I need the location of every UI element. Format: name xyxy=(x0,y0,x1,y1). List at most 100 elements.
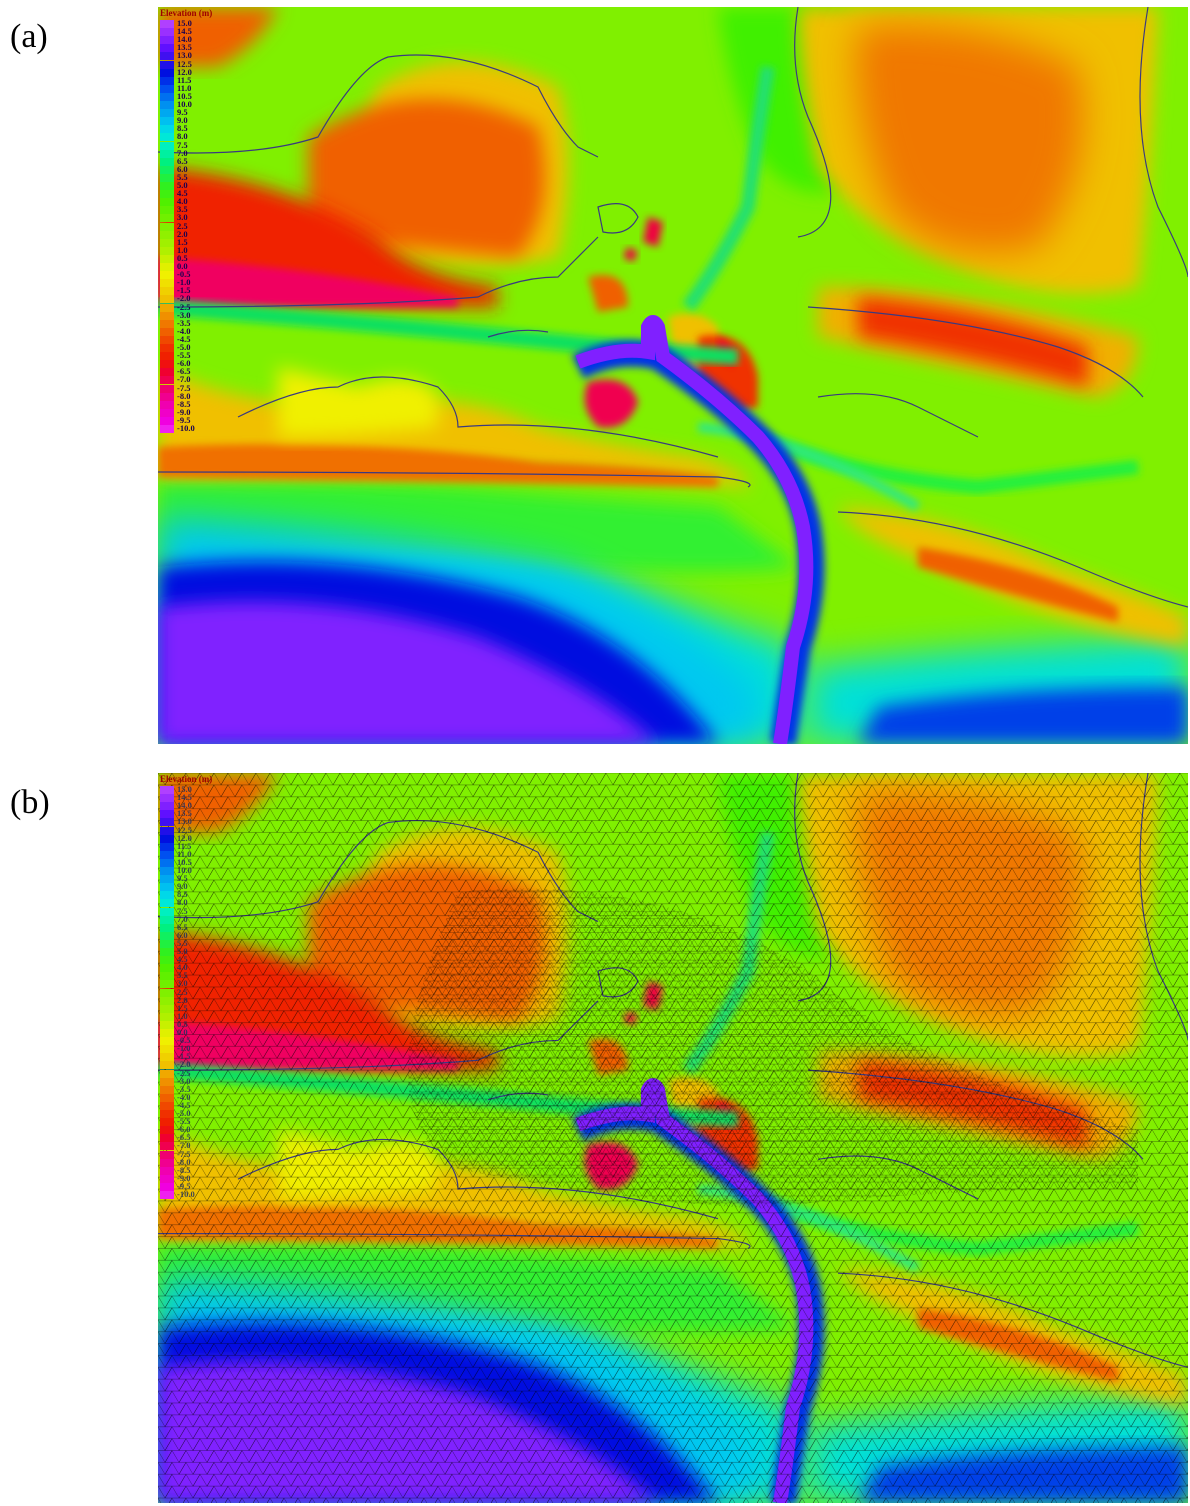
legend-value: 6.5 xyxy=(177,155,188,166)
legend-swatch xyxy=(160,899,174,908)
legend-value: 10.0 xyxy=(177,865,192,875)
legend-value: 12.0 xyxy=(177,66,192,77)
legend-swatch xyxy=(160,408,174,417)
legend-swatch xyxy=(160,133,174,142)
mesh-overlay xyxy=(158,773,1188,1503)
legend-value: 9.5 xyxy=(177,873,188,884)
legend-swatch xyxy=(160,810,174,819)
panel-label-b: (b) xyxy=(10,784,50,821)
legend-entry: 7.0 xyxy=(160,148,220,158)
legend-swatch xyxy=(160,295,174,304)
legend-value: -4.5 xyxy=(177,333,191,344)
legend-swatch xyxy=(160,214,174,223)
legend-value: 1.0 xyxy=(177,244,188,255)
legend-swatch xyxy=(160,125,174,134)
legend-value: -1.5 xyxy=(177,285,191,296)
legend-swatch xyxy=(160,1150,174,1159)
legend-swatch xyxy=(160,222,174,231)
legend-value: 2.5 xyxy=(177,986,188,997)
legend-swatch xyxy=(160,1037,174,1046)
legend-entry: -1.0 xyxy=(160,1043,220,1054)
legend-entry: 4.5 xyxy=(160,954,220,965)
legend-value: 3.0 xyxy=(177,978,188,989)
legend-entry: -8.0 xyxy=(160,1157,220,1167)
legend-entry: -9.5 xyxy=(160,1181,220,1191)
elevation-map-a xyxy=(158,7,1188,744)
legend-value: 4.5 xyxy=(177,954,188,965)
legend-swatch xyxy=(160,907,174,916)
legend-entry: 15.0 xyxy=(160,785,220,794)
legend-swatch xyxy=(160,287,174,296)
legend-title: Elevation (m) xyxy=(160,774,213,784)
legend-value: 6.5 xyxy=(177,921,188,932)
legend-swatch xyxy=(160,384,174,393)
legend-value: 2.0 xyxy=(177,228,188,239)
legend-swatch xyxy=(160,996,174,1005)
legend-swatch xyxy=(160,891,174,900)
legend-swatch xyxy=(160,964,174,973)
legend-entry: -9.5 xyxy=(160,415,220,425)
legend-entry: 10.0 xyxy=(160,865,220,875)
legend-swatch xyxy=(160,1134,174,1143)
legend-entry: -4.5 xyxy=(160,1100,220,1110)
legend-value: 12.5 xyxy=(177,58,192,69)
legend-swatch xyxy=(160,956,174,965)
legend-swatch xyxy=(160,1158,174,1167)
legend-entry: -10.0 xyxy=(160,1190,220,1199)
legend-entry: -6.0 xyxy=(160,358,220,369)
legend-value: 5.5 xyxy=(177,171,188,182)
legend-entry: 13.0 xyxy=(160,51,220,61)
legend-value: 9.0 xyxy=(177,115,188,126)
legend-swatch xyxy=(160,376,174,385)
legend-value: -3.0 xyxy=(177,309,191,320)
legend-entry: -2.0 xyxy=(160,294,220,304)
legend-swatch xyxy=(160,149,174,158)
legend-swatch xyxy=(160,1126,174,1135)
legend-value: 12.0 xyxy=(177,832,192,843)
legend-value: 3.5 xyxy=(177,204,188,215)
legend-value: 7.5 xyxy=(177,139,188,150)
legend-swatch xyxy=(160,1191,174,1199)
legend-swatch xyxy=(160,834,174,843)
legend-entry: -8.0 xyxy=(160,391,220,401)
legend-swatch xyxy=(160,141,174,150)
legend-entry: 5.5 xyxy=(160,171,220,182)
legend-entry: 12.5 xyxy=(160,825,220,835)
legend-value: -5.5 xyxy=(177,1116,191,1127)
legend-entry: 10.5 xyxy=(160,91,220,101)
legend-value: -6.0 xyxy=(177,358,191,369)
legend-swatch xyxy=(160,230,174,239)
legend-value: -6.5 xyxy=(177,366,191,377)
legend-entry: -0.5 xyxy=(160,1036,220,1046)
legend-swatch xyxy=(160,335,174,344)
legend-swatch xyxy=(160,198,174,207)
legend-swatch xyxy=(160,858,174,867)
legend-value: 6.0 xyxy=(177,929,188,940)
legend-entry: 5.0 xyxy=(160,181,220,190)
legend-value: -2.0 xyxy=(177,1059,191,1070)
legend-entry: -7.0 xyxy=(160,375,220,385)
legend-entry: -3.5 xyxy=(160,318,220,328)
legend-swatch xyxy=(160,36,174,45)
legend-value: -7.5 xyxy=(177,1148,191,1159)
legend-entry: 10.0 xyxy=(160,100,220,109)
legend-value: 3.0 xyxy=(177,212,188,223)
legend-value: -2.5 xyxy=(177,301,191,312)
legend-value: 11.5 xyxy=(177,840,192,851)
legend-entry: 6.5 xyxy=(160,921,220,932)
legend-value: -3.5 xyxy=(177,1083,191,1094)
legend-swatch xyxy=(160,915,174,924)
legend-value: 7.5 xyxy=(177,905,188,916)
legend-value: -3.0 xyxy=(177,1075,191,1086)
legend-value: -1.0 xyxy=(177,1043,191,1054)
legend-entry: 9.0 xyxy=(160,882,220,892)
legend-value: 13.5 xyxy=(177,42,192,53)
legend-value: 13.5 xyxy=(177,808,192,819)
legend-entry: 0.5 xyxy=(160,253,220,263)
legend-value: -7.0 xyxy=(177,1140,191,1151)
legend-value: 10.5 xyxy=(177,856,192,867)
legend-value: -8.5 xyxy=(177,1164,191,1175)
legend-swatch xyxy=(160,1118,174,1127)
legend-value: -5.5 xyxy=(177,350,191,361)
legend-title: Elevation (m) xyxy=(160,8,213,18)
